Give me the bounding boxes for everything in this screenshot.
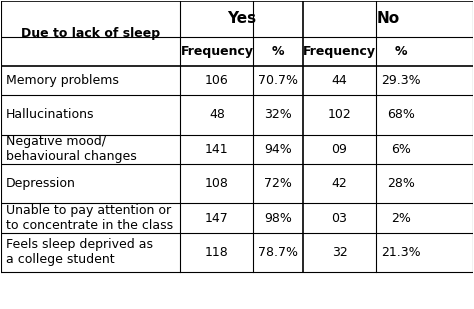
Text: 94%: 94% — [264, 143, 292, 156]
Text: Depression: Depression — [6, 177, 76, 190]
Text: %: % — [394, 44, 407, 58]
Text: 141: 141 — [205, 143, 229, 156]
Text: No: No — [376, 11, 400, 27]
Text: 09: 09 — [331, 143, 347, 156]
Text: Yes: Yes — [227, 11, 256, 27]
Text: 32: 32 — [332, 246, 347, 259]
Text: %: % — [272, 44, 284, 58]
Text: 78.7%: 78.7% — [258, 246, 298, 259]
Text: 70.7%: 70.7% — [258, 74, 298, 87]
Text: 48: 48 — [209, 108, 225, 121]
Text: 2%: 2% — [391, 212, 410, 225]
Text: 29.3%: 29.3% — [381, 74, 420, 87]
Text: 98%: 98% — [264, 212, 292, 225]
Text: Due to lack of sleep: Due to lack of sleep — [21, 27, 161, 40]
Text: 6%: 6% — [391, 143, 410, 156]
Text: Hallucinations: Hallucinations — [6, 108, 95, 121]
Text: 68%: 68% — [387, 108, 415, 121]
Text: 147: 147 — [205, 212, 229, 225]
Text: 03: 03 — [331, 212, 347, 225]
Text: 44: 44 — [332, 74, 347, 87]
Text: 28%: 28% — [387, 177, 415, 190]
Text: 72%: 72% — [264, 177, 292, 190]
Text: 102: 102 — [328, 108, 351, 121]
Text: 118: 118 — [205, 246, 229, 259]
Text: Frequency: Frequency — [303, 44, 376, 58]
Text: 21.3%: 21.3% — [381, 246, 420, 259]
Text: Frequency: Frequency — [181, 44, 254, 58]
Text: Feels sleep deprived as
a college student: Feels sleep deprived as a college studen… — [6, 239, 153, 266]
Text: Memory problems: Memory problems — [6, 74, 119, 87]
Text: 32%: 32% — [264, 108, 292, 121]
Text: Negative mood/
behavioural changes: Negative mood/ behavioural changes — [6, 135, 137, 163]
Text: 106: 106 — [205, 74, 229, 87]
Text: Unable to pay attention or
to concentrate in the class: Unable to pay attention or to concentrat… — [6, 204, 173, 232]
Text: 108: 108 — [205, 177, 229, 190]
Text: 42: 42 — [332, 177, 347, 190]
